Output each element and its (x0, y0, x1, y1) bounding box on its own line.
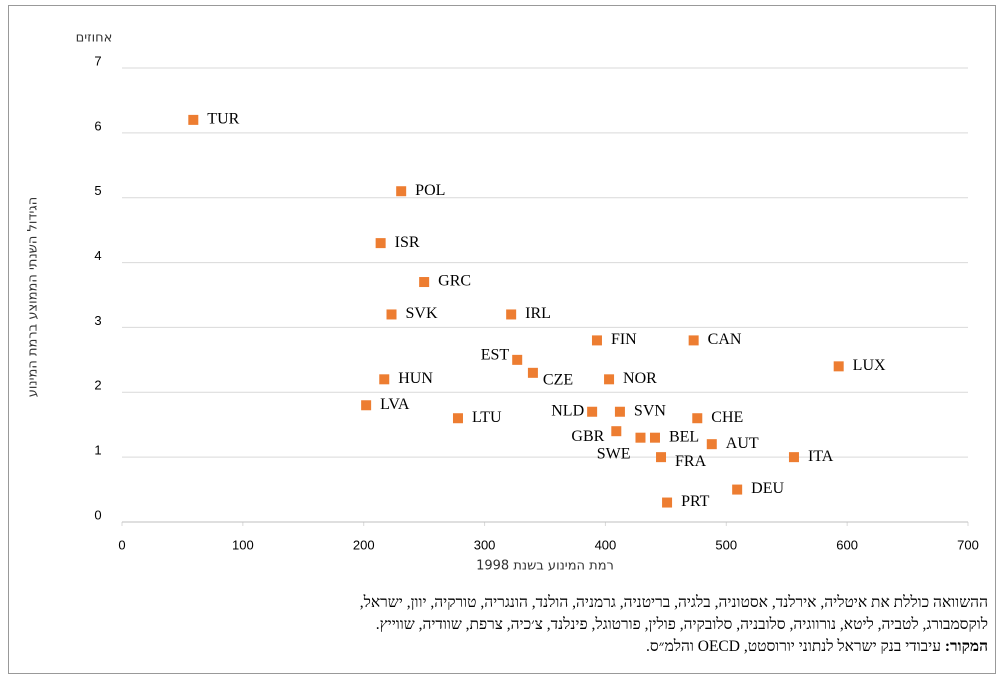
frame (8, 5, 996, 674)
x-tick-label: 0 (118, 537, 125, 552)
point (396, 186, 407, 197)
point-label: PRT (681, 493, 710, 510)
point (833, 361, 844, 372)
point (611, 426, 622, 437)
y-tick-label: 3 (94, 313, 101, 328)
point (692, 413, 703, 424)
point (649, 432, 660, 443)
point (587, 406, 598, 417)
point (591, 335, 602, 346)
point-label: TUR (207, 111, 239, 128)
point-label: ITA (808, 448, 834, 465)
unit-label: אחוזים (76, 31, 113, 46)
point (604, 374, 615, 385)
x-tick-label: 700 (957, 537, 979, 552)
footnote: ההשוואה כוללת את איטליה, אירלנד, אסטוניה… (359, 594, 988, 611)
point-label: NLD (551, 402, 584, 419)
point-label: LVA (380, 396, 410, 413)
y-tick-label: 2 (94, 378, 101, 393)
point (188, 114, 199, 125)
point-label: CZE (543, 372, 573, 389)
point-label: FRA (675, 453, 707, 470)
point (635, 432, 646, 443)
point-label: BEL (669, 428, 699, 445)
point-label: IRL (525, 305, 551, 322)
notes: ההשוואה כוללת את איטליה, אירלנד, אסטוניה… (60, 592, 988, 658)
y-tick-label: 7 (94, 53, 101, 68)
point-label: LUX (853, 357, 886, 374)
point-label: FIN (611, 331, 637, 348)
point-label: AUT (726, 435, 759, 452)
point-label: SVK (406, 305, 438, 322)
point (386, 309, 397, 320)
x-tick-label: 200 (353, 537, 375, 552)
point (732, 484, 743, 495)
source-label: המקור: (944, 638, 988, 655)
point (614, 406, 625, 417)
source: המקור: עיבודי בנק ישראל לנתוני יורוסטט, … (60, 636, 988, 658)
point (788, 452, 799, 463)
point-label: POL (415, 182, 445, 199)
point (452, 413, 463, 424)
y-tick-label: 1 (94, 443, 101, 458)
x-tick-label: 600 (836, 537, 858, 552)
point (662, 497, 673, 508)
point-label: CHE (711, 409, 743, 426)
point-label: EST (481, 347, 510, 364)
point (512, 354, 523, 365)
x-tick-label: 400 (595, 537, 617, 552)
point-label: SVN (634, 402, 666, 419)
footnote: לוקסמבורג, לטביה, ליטא, נורווגיה, סלובני… (375, 616, 988, 633)
point (527, 367, 538, 378)
point (379, 374, 390, 385)
x-tick-label: 100 (232, 537, 254, 552)
x-axis-label: רמת המינוע בשנת 1998 (476, 559, 614, 574)
y-tick-label: 0 (94, 507, 101, 522)
y-tick-label: 5 (94, 183, 101, 198)
point (688, 335, 699, 346)
point-label: GBR (571, 428, 604, 445)
y-tick-label: 4 (94, 248, 101, 263)
point-label: HUN (398, 370, 433, 387)
point (419, 277, 430, 288)
point-label: LTU (472, 409, 502, 426)
point (656, 452, 667, 463)
point-label: GRC (438, 273, 471, 290)
point (706, 439, 717, 450)
y-tick-label: 6 (94, 118, 101, 133)
point (506, 309, 517, 320)
point (361, 400, 372, 411)
point-label: CAN (708, 331, 742, 348)
point-label: ISR (395, 234, 420, 251)
y-axis-label: הגידול השנתי הממוצע ברמת המינוע (26, 197, 41, 398)
x-tick-label: 500 (715, 537, 737, 552)
point-label: NOR (623, 370, 657, 387)
point (375, 238, 386, 249)
point-label: SWE (597, 445, 631, 462)
x-tick-label: 300 (474, 537, 496, 552)
source-text: עיבודי בנק ישראל לנתוני יורוסטט, OECD וה… (645, 638, 941, 655)
point-label: DEU (751, 480, 784, 497)
